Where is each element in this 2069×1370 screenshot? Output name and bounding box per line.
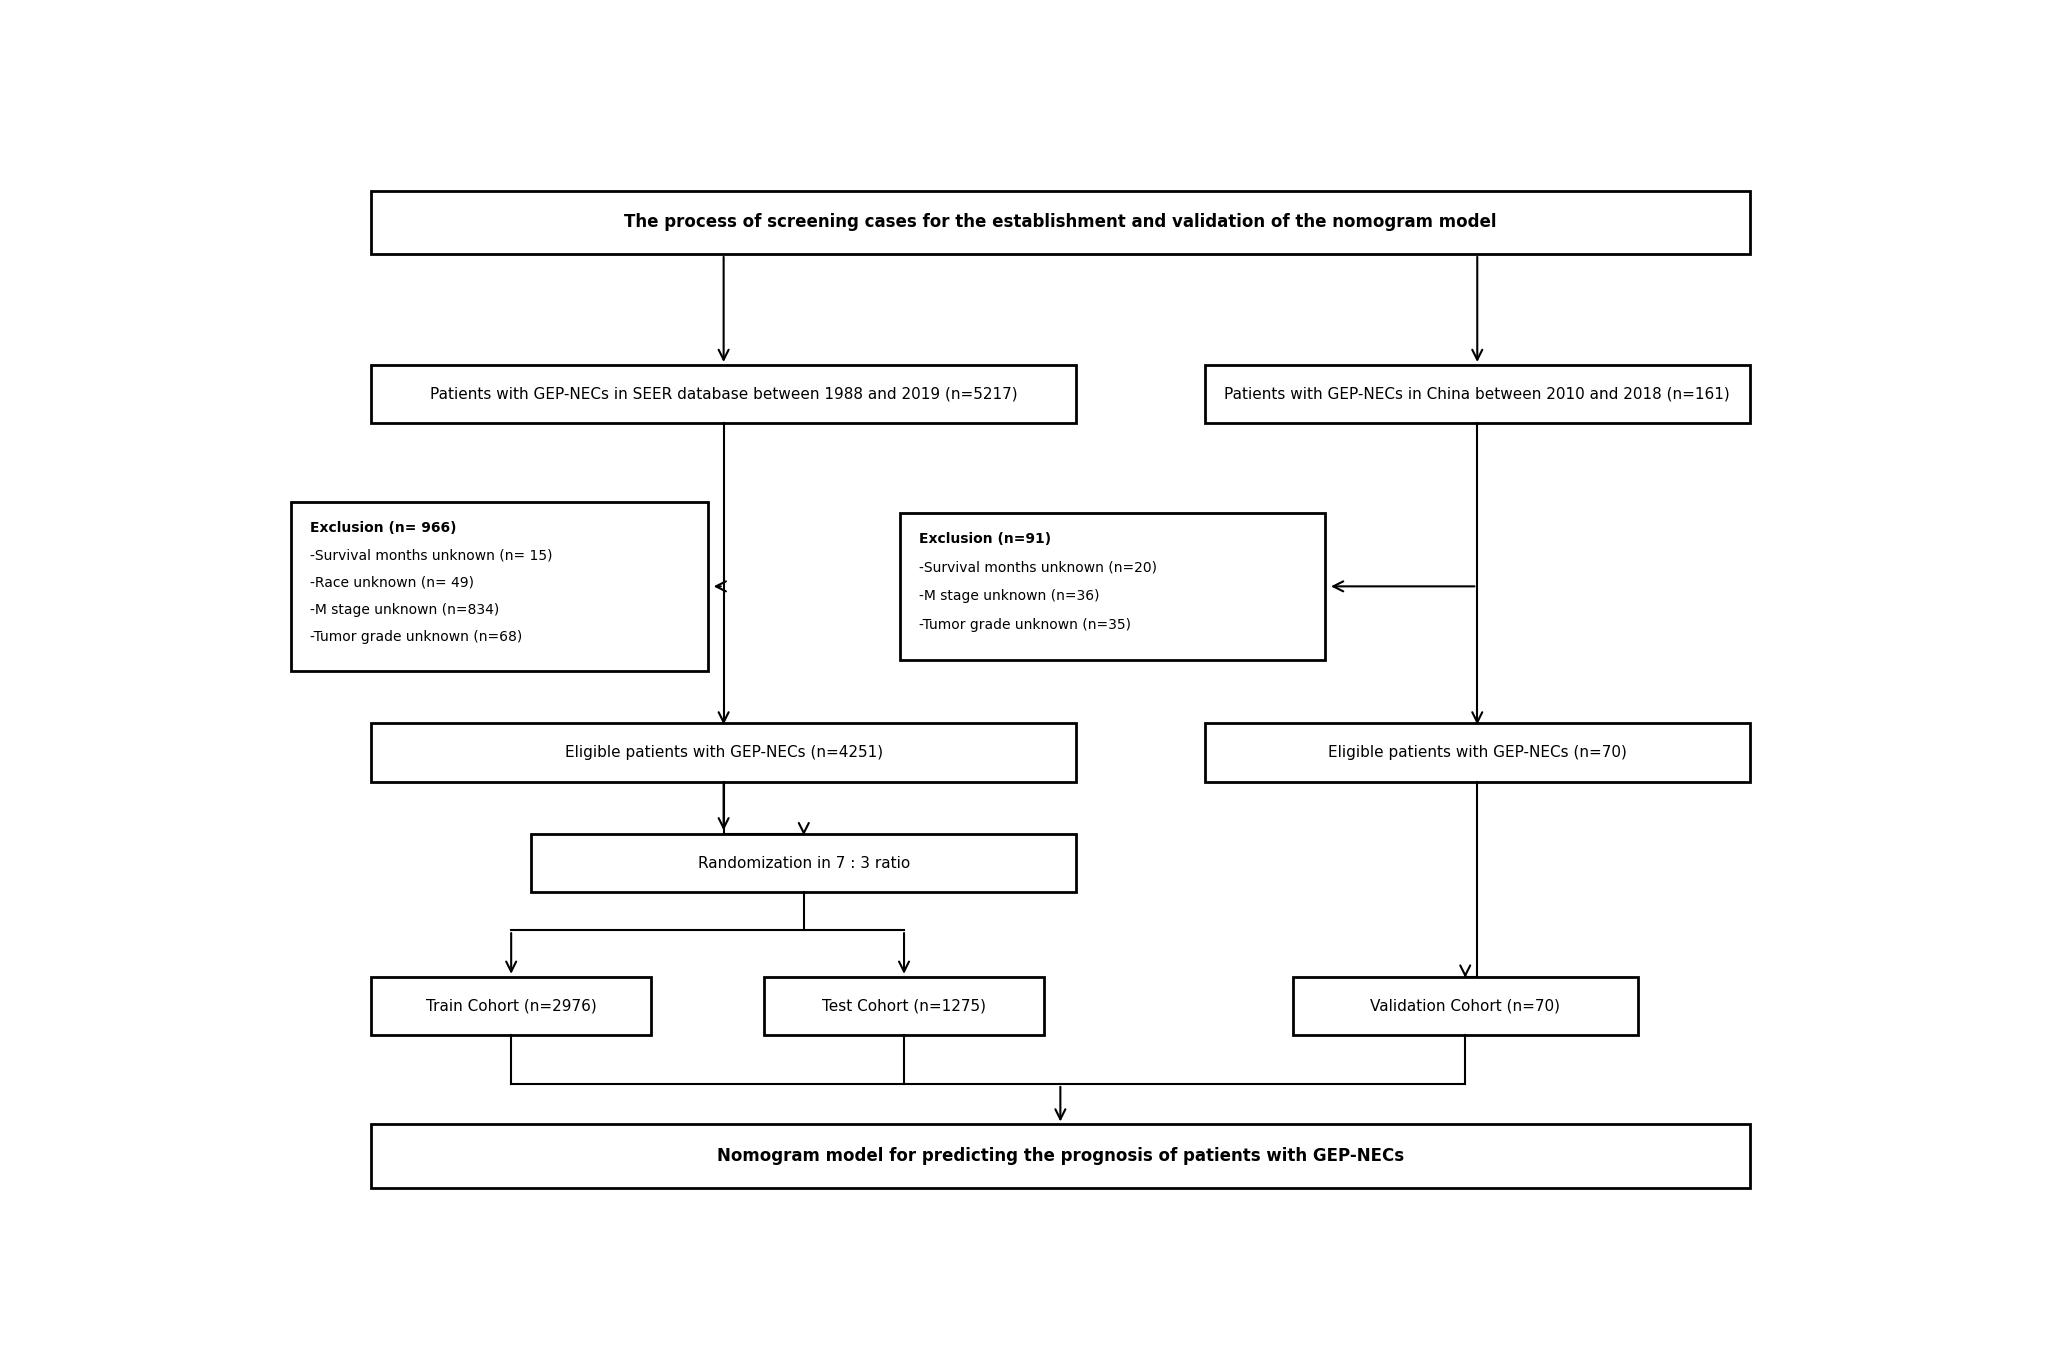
FancyBboxPatch shape xyxy=(1204,723,1750,781)
Text: Nomogram model for predicting the prognosis of patients with GEP-NECs: Nomogram model for predicting the progno… xyxy=(716,1147,1405,1164)
Text: -M stage unknown (n=36): -M stage unknown (n=36) xyxy=(919,589,1101,603)
Text: -Survival months unknown (n= 15): -Survival months unknown (n= 15) xyxy=(310,548,552,562)
FancyBboxPatch shape xyxy=(532,834,1076,892)
Text: Exclusion (n= 966): Exclusion (n= 966) xyxy=(310,521,457,536)
Text: Patients with GEP-NECs in China between 2010 and 2018 (n=161): Patients with GEP-NECs in China between … xyxy=(1225,386,1730,401)
FancyBboxPatch shape xyxy=(290,501,708,671)
FancyBboxPatch shape xyxy=(900,512,1324,660)
FancyBboxPatch shape xyxy=(1293,977,1639,1034)
Text: Validation Cohort (n=70): Validation Cohort (n=70) xyxy=(1370,999,1560,1014)
Text: Exclusion (n=91): Exclusion (n=91) xyxy=(919,533,1051,547)
Text: Patients with GEP-NECs in SEER database between 1988 and 2019 (n=5217): Patients with GEP-NECs in SEER database … xyxy=(430,386,1018,401)
Text: -Survival months unknown (n=20): -Survival months unknown (n=20) xyxy=(919,560,1157,575)
Text: Train Cohort (n=2976): Train Cohort (n=2976) xyxy=(426,999,596,1014)
FancyBboxPatch shape xyxy=(763,977,1045,1034)
Text: Test Cohort (n=1275): Test Cohort (n=1275) xyxy=(821,999,987,1014)
FancyBboxPatch shape xyxy=(1204,364,1750,423)
Text: -M stage unknown (n=834): -M stage unknown (n=834) xyxy=(310,603,499,616)
FancyBboxPatch shape xyxy=(370,977,652,1034)
Text: -Tumor grade unknown (n=35): -Tumor grade unknown (n=35) xyxy=(919,618,1132,632)
Text: -Tumor grade unknown (n=68): -Tumor grade unknown (n=68) xyxy=(310,630,521,644)
FancyBboxPatch shape xyxy=(370,723,1076,781)
Text: The process of screening cases for the establishment and validation of the nomog: The process of screening cases for the e… xyxy=(625,214,1496,232)
FancyBboxPatch shape xyxy=(370,190,1750,253)
Text: Randomization in 7 : 3 ratio: Randomization in 7 : 3 ratio xyxy=(697,856,910,871)
FancyBboxPatch shape xyxy=(370,364,1076,423)
FancyBboxPatch shape xyxy=(370,1125,1750,1188)
Text: Eligible patients with GEP-NECs (n=70): Eligible patients with GEP-NECs (n=70) xyxy=(1328,745,1626,760)
Text: -Race unknown (n= 49): -Race unknown (n= 49) xyxy=(310,575,474,589)
Text: Eligible patients with GEP-NECs (n=4251): Eligible patients with GEP-NECs (n=4251) xyxy=(565,745,883,760)
